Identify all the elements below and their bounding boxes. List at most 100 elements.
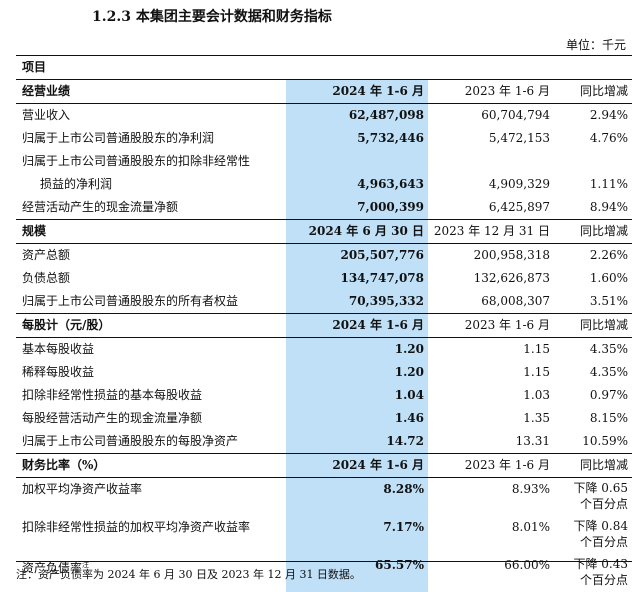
table-row: 归属于上市公司普通股股东的扣除非经常性	[16, 150, 632, 173]
row-label: 营业收入	[22, 108, 71, 122]
unit-label: 单位：千元	[565, 38, 626, 52]
table-row: 经营活动产生的现金流量净额 7,000,399 6,425,897 8.94%	[16, 196, 632, 220]
change-value: 2.26%	[589, 248, 628, 262]
current-value: 14.72	[286, 430, 428, 454]
row-label: 加权平均净资产收益率	[22, 482, 143, 496]
col-change: 同比增减	[554, 313, 632, 338]
current-value: 62,487,098	[286, 103, 428, 127]
row-label: 资产总额	[22, 248, 71, 262]
prior-value: 66.00%	[504, 558, 550, 572]
prior-value: 4,909,329	[488, 177, 550, 191]
table-row: 加权平均净资产收益率 8.28% 8.93% 下降 0.65 个百分点	[16, 477, 632, 516]
footnote: 注：资产负债率为 2024 年 6 月 30 日及 2023 年 12 月 31…	[16, 568, 361, 581]
prior-value: 1.35	[523, 411, 550, 425]
section-header-scale: 规模 2024 年 6 月 30 日 2023 年 12 月 31 日 同比增减	[16, 219, 632, 244]
change-value: 4.76%	[589, 131, 628, 145]
change-value: 8.15%	[589, 411, 628, 425]
table-row: 负债总额 134,747,078 132,626,873 1.60%	[16, 267, 632, 290]
change-value: 1.11%	[589, 177, 628, 191]
prior-value: 6,425,897	[488, 200, 550, 214]
table-row: 营业收入 62,487,098 60,704,794 2.94%	[16, 103, 632, 127]
current-value: 1.04	[286, 384, 428, 407]
col-prior: 2023 年 1-6 月	[428, 313, 554, 338]
prior-value: 13.31	[515, 434, 550, 448]
change-value: 0.97%	[589, 388, 628, 402]
prior-value: 8.01%	[511, 520, 550, 534]
section-title: 1.2.3 本集团主要会计数据和财务指标	[92, 9, 332, 25]
financial-indicators-table: 项目 经营业绩 2024 年 1-6 月 2023 年 1-6 月 同比增减 营…	[16, 55, 632, 592]
col-prior: 2023 年 12 月 31 日	[428, 219, 554, 244]
row-label: 损益的净利润	[40, 177, 113, 191]
col-current: 2024 年 6 月 30 日	[286, 219, 428, 244]
row-label: 归属于上市公司普通股股东的扣除非经常性	[22, 154, 251, 168]
row-label: 资产负债率注	[22, 561, 90, 575]
row-label: 负债总额	[22, 271, 71, 285]
table-row: 扣除非经常性损益的基本每股收益 1.04 1.03 0.97%	[16, 384, 632, 407]
header-item: 项目	[16, 55, 286, 80]
prior-value: 200,958,318	[473, 248, 550, 262]
prior-value: 68,008,307	[481, 294, 550, 308]
current-value: 1.20	[286, 337, 428, 361]
prior-value: 5,472,153	[488, 131, 550, 145]
current-value: 1.46	[286, 407, 428, 430]
current-value: 5,732,446	[286, 127, 428, 150]
table-bottom-rule	[16, 561, 632, 562]
current-value: 70,395,332	[286, 290, 428, 314]
table-row: 归属于上市公司普通股股东的净利润 5,732,446 5,472,153 4.7…	[16, 127, 632, 150]
row-label: 基本每股收益	[22, 342, 95, 356]
change-value	[554, 150, 632, 173]
row-label: 扣除非经常性损益的加权平均净资产收益率	[22, 520, 251, 534]
current-value: 205,507,776	[286, 243, 428, 267]
col-current: 2024 年 1-6 月	[286, 453, 428, 478]
current-value: 8.28%	[286, 477, 428, 516]
prior-value	[428, 150, 554, 173]
change-value: 8.94%	[589, 200, 628, 214]
col-change: 同比增减	[554, 219, 632, 244]
col-prior: 2023 年 1-6 月	[428, 453, 554, 478]
prior-value: 8.93%	[511, 482, 550, 496]
section-label: 经营业绩	[16, 79, 286, 104]
change-value: 1.60%	[589, 271, 628, 285]
table-row: 损益的净利润 4,963,643 4,909,329 1.11%	[16, 173, 632, 196]
table-row: 基本每股收益 1.20 1.15 4.35%	[16, 337, 632, 361]
col-change: 同比增减	[554, 79, 632, 104]
footnote-mark: 注	[82, 561, 90, 569]
current-value: 7.17%	[286, 516, 428, 554]
row-label: 归属于上市公司普通股股东的净利润	[22, 131, 215, 145]
table-row: 归属于上市公司普通股股东的所有者权益 70,395,332 68,008,307…	[16, 290, 632, 314]
current-value: 1.20	[286, 361, 428, 384]
prior-value: 132,626,873	[473, 271, 550, 285]
col-current: 2024 年 1-6 月	[286, 313, 428, 338]
row-label: 扣除非经常性损益的基本每股收益	[22, 388, 203, 402]
row-label: 经营活动产生的现金流量净额	[22, 200, 179, 214]
prior-value: 1.15	[523, 342, 550, 356]
current-value: 7,000,399	[286, 196, 428, 220]
section-header-per-share: 每股计（元/股） 2024 年 1-6 月 2023 年 1-6 月 同比增减	[16, 313, 632, 338]
row-label: 稀释每股收益	[22, 365, 95, 379]
change-value: 下降 0.84 个百分点	[573, 519, 628, 549]
section-label: 每股计（元/股）	[16, 313, 286, 338]
table-row: 归属于上市公司普通股股东的每股净资产 14.72 13.31 10.59%	[16, 430, 632, 454]
change-value: 4.35%	[589, 342, 628, 356]
section-label: 规模	[16, 219, 286, 244]
table-header-row: 项目	[16, 55, 632, 80]
change-value: 下降 0.65 个百分点	[573, 481, 628, 511]
row-label: 每股经营活动产生的现金流量净额	[22, 411, 203, 425]
col-current: 2024 年 1-6 月	[286, 79, 428, 104]
section-header-operations: 经营业绩 2024 年 1-6 月 2023 年 1-6 月 同比增减	[16, 79, 632, 104]
col-change: 同比增减	[554, 453, 632, 478]
row-label: 归属于上市公司普通股股东的所有者权益	[22, 294, 239, 308]
change-value: 3.51%	[589, 294, 628, 308]
change-value: 4.35%	[589, 365, 628, 379]
col-prior: 2023 年 1-6 月	[428, 79, 554, 104]
prior-value: 1.03	[523, 388, 550, 402]
change-value: 10.59%	[582, 434, 628, 448]
section-header-ratios: 财务比率（%） 2024 年 1-6 月 2023 年 1-6 月 同比增减	[16, 453, 632, 478]
table-row: 扣除非经常性损益的加权平均净资产收益率 7.17% 8.01% 下降 0.84 …	[16, 516, 632, 554]
current-value: 134,747,078	[286, 267, 428, 290]
change-value: 2.94%	[589, 108, 628, 122]
current-value	[286, 150, 428, 173]
row-label: 归属于上市公司普通股股东的每股净资产	[22, 434, 239, 448]
current-value: 4,963,643	[286, 173, 428, 196]
section-label: 财务比率（%）	[16, 453, 286, 478]
